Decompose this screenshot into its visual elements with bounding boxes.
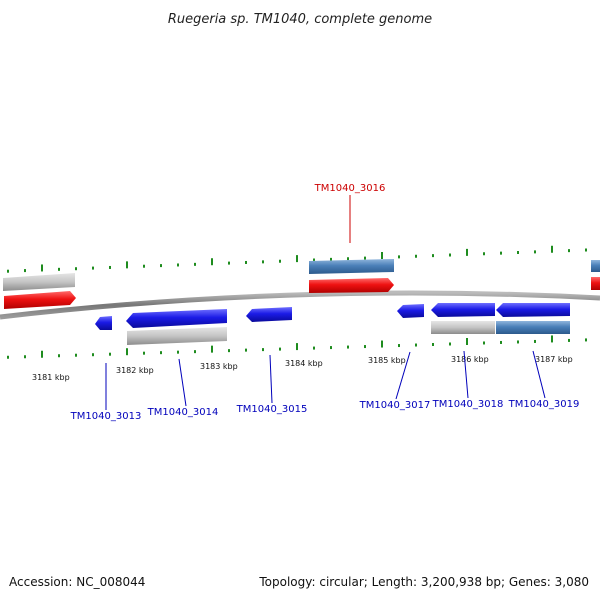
cds-arrow-right-icon[interactable]: [4, 291, 76, 309]
genome-backbone: [0, 290, 600, 320]
leader-line-tm1040-3018: [463, 350, 469, 399]
kbp-label-3187: 3187 kbp: [535, 355, 573, 364]
leader-line-tm1040-3014: [178, 358, 187, 407]
kbp-label-3184: 3184 kbp: [285, 359, 323, 368]
gene-bar[interactable]: [3, 273, 75, 291]
kbp-label-3183: 3183 kbp: [200, 362, 238, 371]
tick-row-lower: [7, 335, 587, 359]
gene-bar-tm1040-3019[interactable]: [496, 321, 570, 334]
leader-line-tm1040-3015: [269, 354, 273, 404]
kbp-label-3186: 3186 kbp: [451, 355, 489, 364]
gene-label-tm1040-3019[interactable]: TM1040_3019: [508, 399, 580, 410]
kbp-label-3185: 3185 kbp: [368, 356, 406, 365]
cds-arrow-right-icon[interactable]: [309, 278, 394, 293]
gene-bar[interactable]: [591, 260, 600, 272]
cds-arrow-left-icon[interactable]: [126, 309, 227, 328]
gene-label-tm1040-3016[interactable]: TM1040_3016: [314, 183, 386, 194]
gene-label-tm1040-3017[interactable]: TM1040_3017: [359, 400, 431, 411]
kbp-tick-labels: 3181 kbp 3182 kbp 3183 kbp 3184 kbp 3185…: [32, 355, 573, 382]
map-title: Ruegeria sp. TM1040, complete genome: [168, 12, 432, 27]
tick-row-upper: [7, 245, 587, 273]
label-leader-lines: [105, 195, 546, 410]
gene-bar-tm1040-3016[interactable]: [309, 259, 394, 274]
cds-arrow-left-icon[interactable]: [496, 303, 570, 317]
leader-line-tm1040-3019: [532, 350, 546, 399]
cds-arrow-left-icon[interactable]: [95, 316, 112, 330]
gene-labels: TM1040_3016 TM1040_3013 TM1040_3014 TM10…: [70, 183, 580, 422]
cds-arrow-left-icon[interactable]: [431, 303, 495, 317]
cds-arrow-right-icon[interactable]: [591, 277, 600, 290]
gene-label-tm1040-3018[interactable]: TM1040_3018: [432, 399, 504, 410]
gene-bar-tm1040-3014[interactable]: [127, 327, 227, 345]
kbp-label-3181: 3181 kbp: [32, 373, 70, 382]
gene-bar-tm1040-3018[interactable]: [431, 321, 495, 334]
gene-track: [3, 259, 600, 345]
cds-arrow-left-icon[interactable]: [246, 307, 292, 322]
cds-arrow-left-icon[interactable]: [397, 304, 424, 318]
leader-line-tm1040-3017: [395, 351, 411, 400]
cds-track: [4, 277, 600, 330]
gene-label-tm1040-3014[interactable]: TM1040_3014: [147, 407, 219, 418]
accession-text: Accession: NC_008044: [9, 575, 146, 589]
gene-label-tm1040-3015[interactable]: TM1040_3015: [236, 404, 308, 415]
kbp-label-3182: 3182 kbp: [116, 366, 154, 375]
gene-label-tm1040-3013[interactable]: TM1040_3013: [70, 411, 142, 422]
genome-summary-text: Topology: circular; Length: 3,200,938 bp…: [259, 575, 589, 589]
